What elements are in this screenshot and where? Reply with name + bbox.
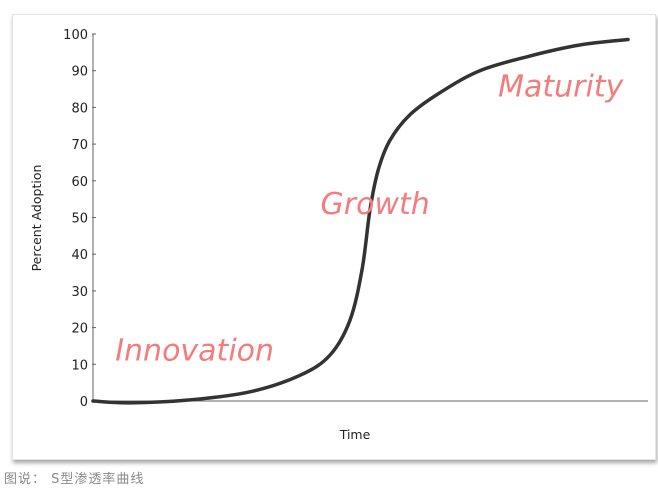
y-tick-label: 30: [71, 285, 88, 300]
phase-label-innovation: Innovation: [115, 334, 274, 369]
y-axis-label: Percent Adoption: [29, 165, 44, 272]
adoption-curve: [91, 37, 630, 405]
y-tick-label: 50: [71, 212, 88, 227]
y-tick-label: 20: [71, 322, 88, 337]
phase-label-growth: Growth: [321, 187, 430, 222]
y-tick-label: 40: [71, 248, 88, 263]
x-axis-label: Time: [339, 427, 371, 442]
figure-caption: 图说： S型渗透率曲线: [4, 472, 145, 487]
y-tick-label: 80: [71, 101, 88, 116]
y-tick-label: 0: [80, 395, 88, 410]
y-tick-label: 60: [71, 175, 88, 190]
phase-label-maturity: Maturity: [498, 69, 624, 104]
y-tick-label: 70: [71, 138, 88, 153]
y-tick-label: 90: [71, 65, 88, 80]
y-tick-label: 100: [63, 28, 88, 43]
y-tick-label: 10: [71, 358, 88, 373]
chart-frame: [12, 14, 656, 460]
